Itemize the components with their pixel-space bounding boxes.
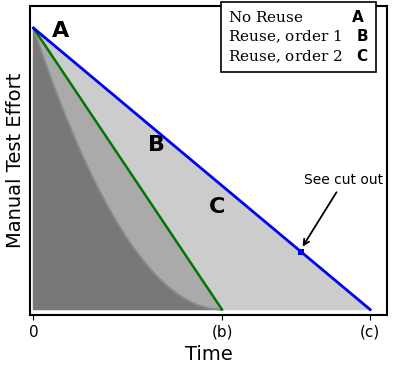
X-axis label: Time: Time (185, 346, 232, 364)
Polygon shape (34, 28, 370, 310)
Y-axis label: Manual Test Effort: Manual Test Effort (6, 73, 24, 248)
Polygon shape (34, 28, 222, 310)
Text: See cut out: See cut out (304, 173, 384, 245)
Text: No Reuse          $\mathbf{A}$
Reuse, order 1   $\mathbf{B}$
Reuse, order 2   $\: No Reuse $\mathbf{A}$ Reuse, order 1 $\m… (228, 9, 369, 65)
Text: A: A (52, 20, 69, 41)
Text: C: C (208, 197, 225, 217)
Polygon shape (34, 28, 222, 310)
Text: B: B (148, 135, 165, 155)
